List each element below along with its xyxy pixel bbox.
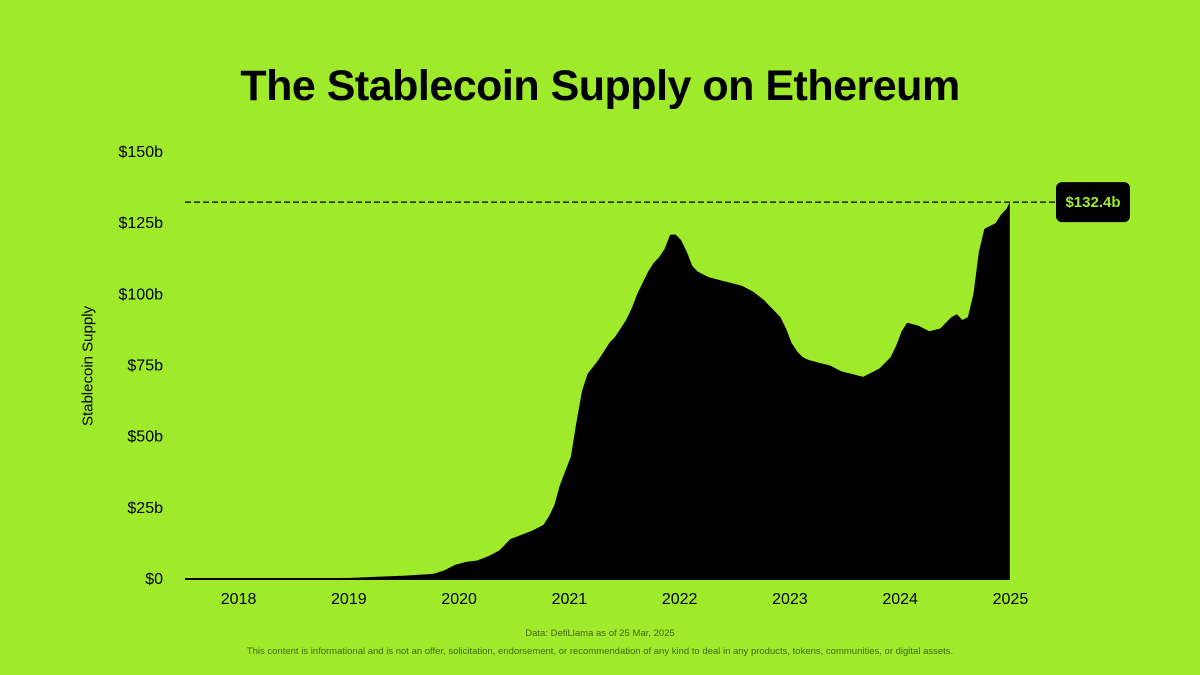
current-value-label: $132.4b (1065, 194, 1120, 211)
y-axis-ticks: $0 $25b $50b $75b $100b $125b $150b (119, 144, 164, 588)
current-value-badge (1056, 182, 1130, 223)
x-tick-label: 2022 (662, 591, 698, 608)
x-tick-label: 2024 (882, 591, 918, 608)
x-tick-label: 2019 (331, 591, 367, 608)
y-tick-label: $125b (119, 215, 164, 232)
x-tick-label: 2020 (441, 591, 477, 608)
x-tick-label: 2021 (552, 591, 588, 608)
supply-area (185, 202, 1010, 579)
y-tick-label: $0 (145, 571, 163, 588)
data-source-note: Data: DefiLlama as of 25 Mar, 2025 (525, 628, 675, 639)
x-axis-ticks: 2018 2019 2020 2021 2022 2023 2024 2025 (221, 591, 1029, 608)
x-tick-label: 2025 (993, 591, 1029, 608)
y-tick-label: $150b (119, 144, 164, 161)
disclaimer-text: This content is informational and is not… (246, 646, 954, 657)
y-tick-label: $100b (119, 286, 164, 303)
y-tick-label: $75b (127, 358, 163, 375)
y-tick-label: $25b (127, 500, 163, 517)
x-tick-label: 2018 (221, 591, 257, 608)
y-tick-label: $50b (127, 429, 163, 446)
x-tick-label: 2023 (772, 591, 808, 608)
chart-title: The Stablecoin Supply on Ethereum (240, 62, 960, 110)
